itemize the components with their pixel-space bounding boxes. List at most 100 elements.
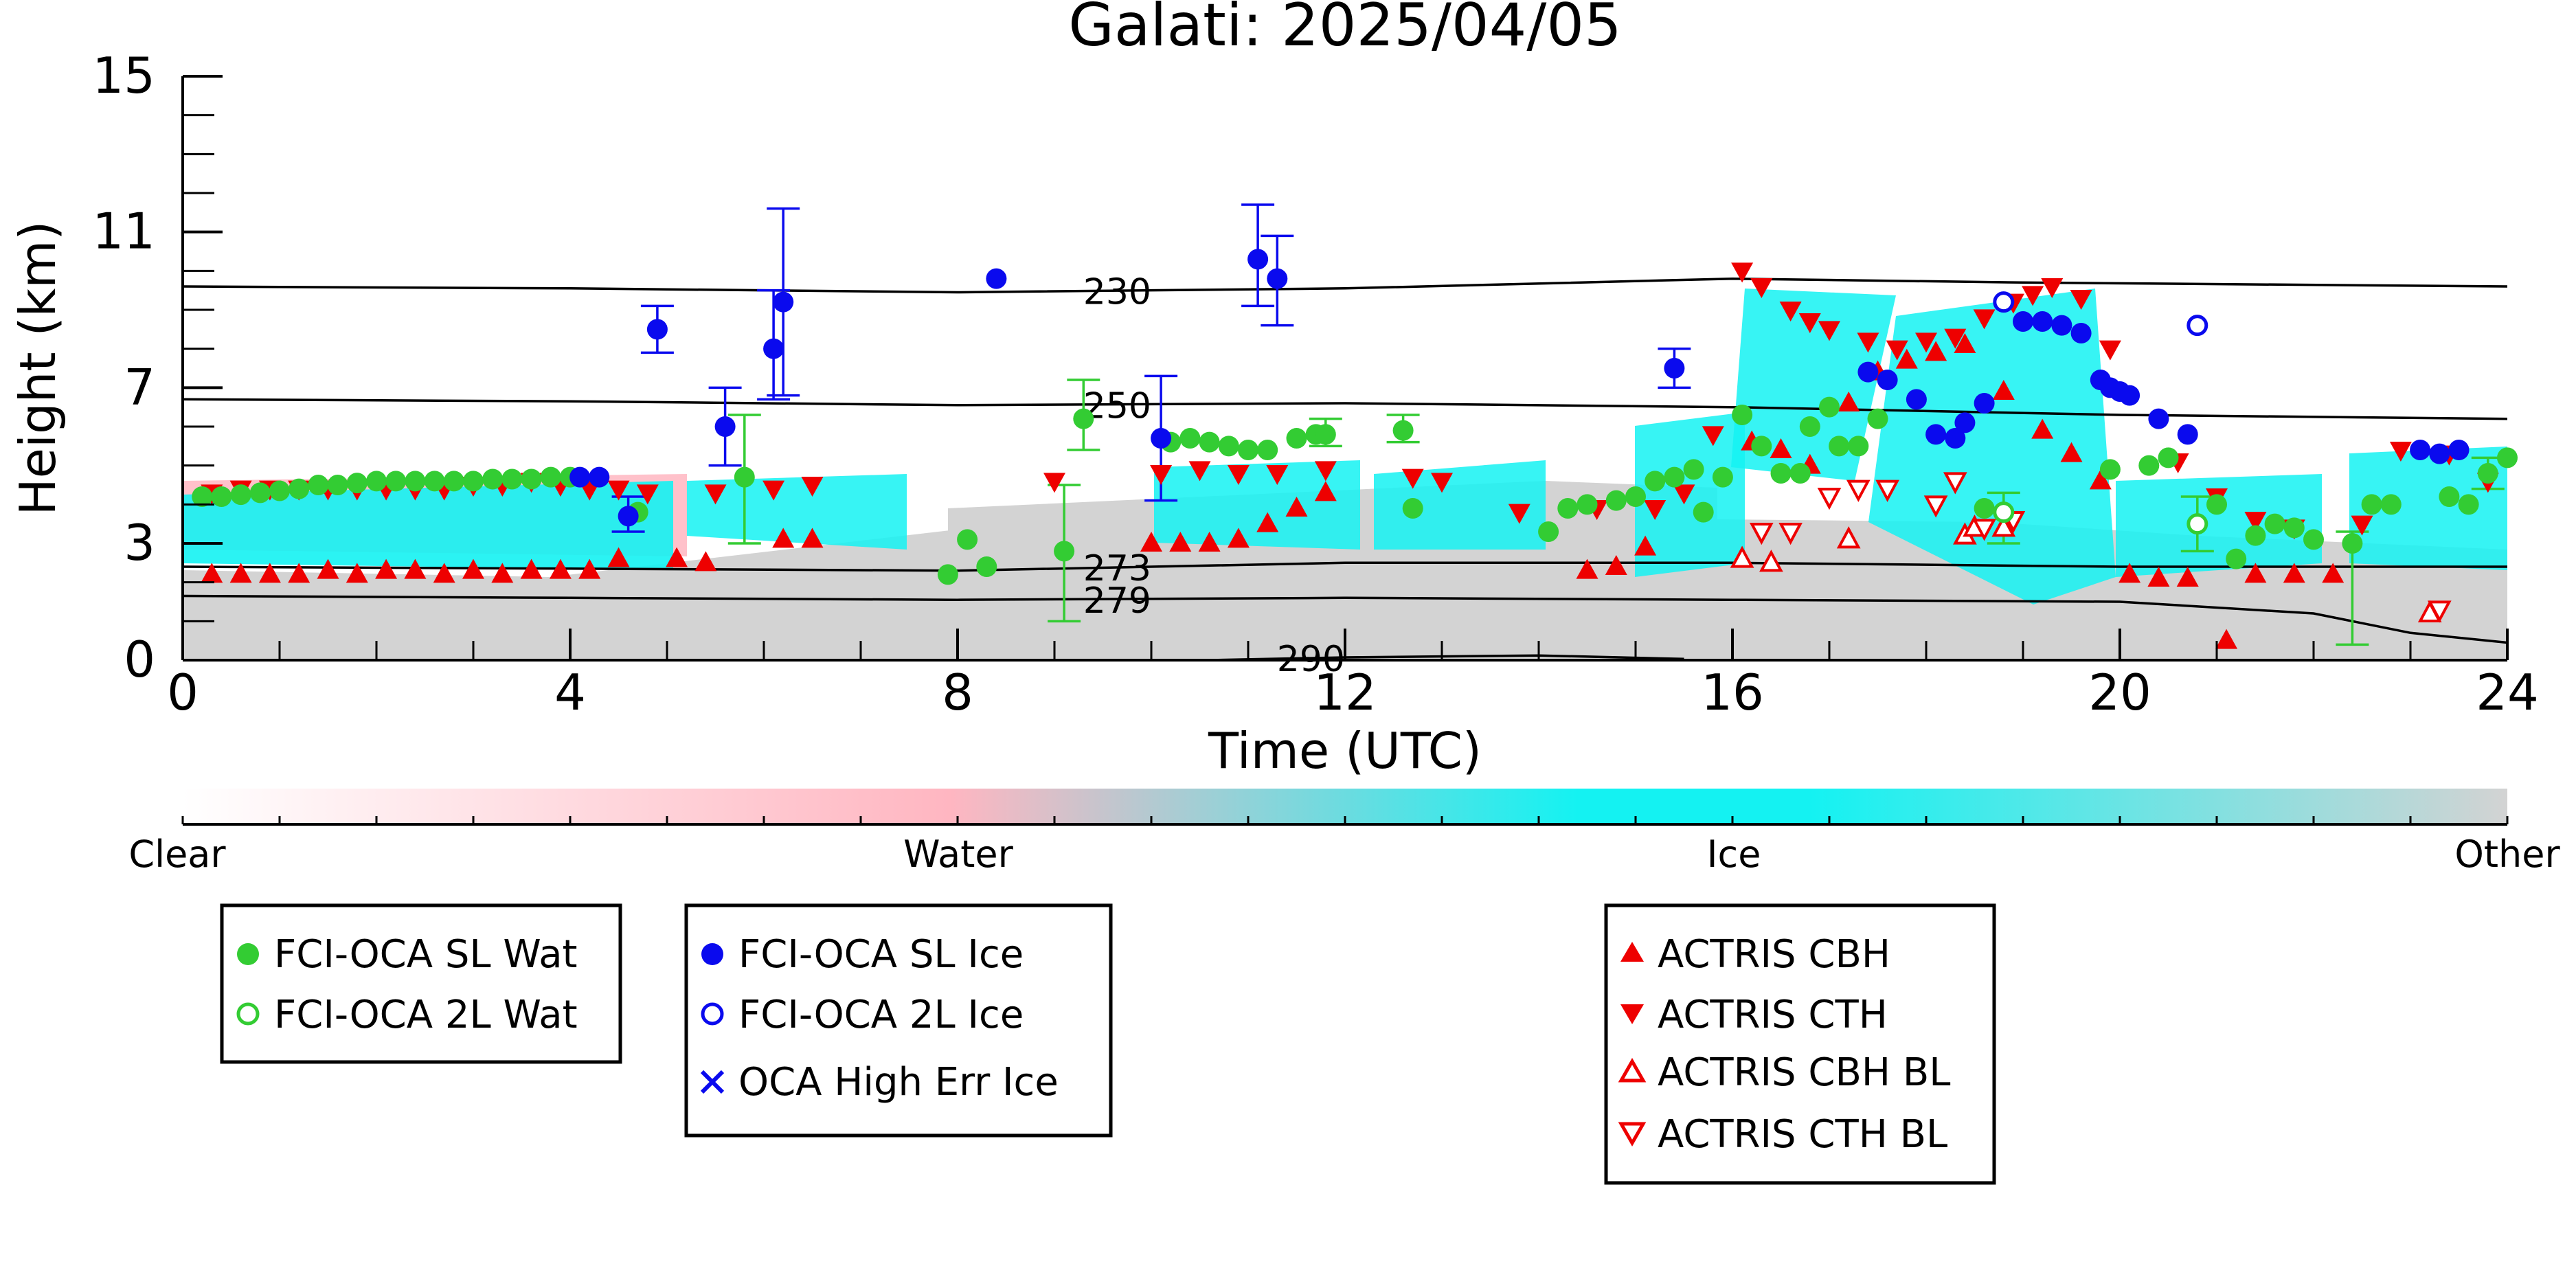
marker-fci-oca-sl-wat xyxy=(1605,490,1627,511)
x-tick-label: 12 xyxy=(1313,664,1377,721)
marker-actris-cbh xyxy=(2244,563,2267,583)
legend-label-2l-ice: FCI-OCA 2L Ice xyxy=(738,993,1024,1037)
marker-actris-cth xyxy=(762,480,785,501)
marker-fci-oca-sl-wat xyxy=(2138,455,2160,476)
colorbar-ticks xyxy=(181,816,2509,824)
marker-actris-cbh xyxy=(1895,348,1918,369)
marker-actris-cth xyxy=(1973,309,1996,330)
marker-fci-oca-sl-wat xyxy=(1218,436,1239,457)
marker-actris-cbh xyxy=(2147,567,2170,587)
marker-fci-oca-sl-wat xyxy=(2226,548,2247,569)
marker-actris-cbh xyxy=(2031,418,2054,439)
marker-actris-cbh xyxy=(1285,497,1308,517)
marker-fci-oca-sl-wat xyxy=(1751,436,1772,457)
marker-actris-cth xyxy=(1798,313,1821,333)
marker-actris-cth xyxy=(801,477,824,497)
marker-fci-oca-sl-ice xyxy=(2070,323,2092,343)
legend-water: FCI-OCA SL Wat FCI-OCA 2L Wat xyxy=(220,903,622,1064)
legend-label-cth: ACTRIS CTH xyxy=(1658,993,1888,1037)
marker-fci-oca-sl-wat xyxy=(308,475,329,495)
colorbar-label-water: Water xyxy=(903,833,1013,876)
marker-fci-oca-sl-wat xyxy=(2099,459,2121,480)
marker-actris-cth xyxy=(1702,426,1724,447)
marker-fci-oca-sl-wat xyxy=(2283,517,2305,539)
legend-marker-cbh-bl xyxy=(1618,1057,1647,1083)
marker-actris-cbh xyxy=(1634,535,1657,556)
marker-fci-oca-sl-wat xyxy=(1238,440,1258,460)
marker-fci-oca-sl-wat xyxy=(1625,486,1646,507)
marker-actris-cbh xyxy=(1770,438,1792,458)
marker-fci-oca-sl-ice xyxy=(1945,428,1966,449)
y-axis-ticks: 0 3 7 11 15 xyxy=(92,47,223,688)
marker-actris-cbh-bl xyxy=(1759,550,1783,572)
marker-fci-oca-sl-wat xyxy=(1819,396,1840,418)
marker-fci-oca-2l-wat xyxy=(1993,501,2015,523)
contour-line-230 xyxy=(183,277,2507,294)
marker-actris-cth xyxy=(2389,442,2412,462)
marker-actris-cth xyxy=(1314,461,1337,482)
marker-fci-oca-sl-ice xyxy=(1925,424,1947,445)
marker-fci-oca-sl-ice xyxy=(2032,311,2053,332)
marker-actris-cbh xyxy=(1140,532,1162,552)
marker-fci-oca-sl-wat xyxy=(734,466,755,488)
legend-marker-sl-wat xyxy=(237,943,259,965)
marker-actris-cbh xyxy=(288,563,310,583)
legend-marker-cth-bl xyxy=(1618,1122,1647,1147)
legend-label-high-err-ice: OCA High Err Ice xyxy=(738,1060,1059,1105)
marker-actris-cbh xyxy=(2089,469,2112,490)
marker-actris-cth xyxy=(1915,332,1937,353)
marker-actris-cth xyxy=(2244,512,2267,532)
marker-actris-cbh-bl xyxy=(1730,545,1754,568)
marker-actris-cbh xyxy=(578,558,601,579)
colorbar-label-ice: Ice xyxy=(1707,833,1761,876)
marker-fci-oca-sl-ice xyxy=(1974,393,1995,414)
marker-fci-oca-sl-wat xyxy=(2206,494,2227,515)
legend-marker-sl-ice xyxy=(701,943,723,965)
legend-marker-cth xyxy=(1620,1004,1644,1024)
marker-fci-oca-sl-ice xyxy=(1954,412,1976,433)
marker-fci-oca-sl-wat xyxy=(1789,463,1811,484)
marker-fci-oca-sl-wat xyxy=(1683,459,1704,480)
x-tick-label: 8 xyxy=(942,664,973,721)
marker-fci-oca-sl-wat xyxy=(540,466,561,488)
colorbar: Clear Water Ice Other xyxy=(128,789,2560,876)
marker-actris-cth xyxy=(1227,465,1250,485)
marker-fci-oca-sl-wat xyxy=(1315,424,1336,445)
marker-fci-oca-sl-wat xyxy=(443,471,464,492)
marker-fci-oca-sl-wat xyxy=(1402,498,1423,519)
marker-fci-oca-sl-ice xyxy=(2051,315,2072,336)
marker-fci-oca-sl-wat xyxy=(957,529,978,550)
marker-fci-oca-2l-ice xyxy=(2187,315,2208,337)
marker-actris-cth xyxy=(1731,262,1754,283)
marker-actris-cbh xyxy=(1314,481,1337,501)
marker-actris-cth xyxy=(607,480,630,501)
marker-actris-cth xyxy=(1188,461,1211,482)
marker-actris-cbh xyxy=(375,558,398,579)
marker-fci-oca-sl-ice xyxy=(2148,408,2169,429)
y-minor-ticks xyxy=(183,114,214,622)
marker-actris-cth xyxy=(2041,278,2064,298)
marker-fci-oca-sl-wat xyxy=(1054,541,1075,562)
marker-fci-oca-sl-wat xyxy=(463,471,484,492)
marker-fci-oca-sl-ice xyxy=(1267,268,1288,289)
legend-marker-cbh xyxy=(1620,942,1644,962)
marker-fci-oca-sl-wat xyxy=(1286,428,1307,449)
y-tick-label: 0 xyxy=(124,631,155,688)
legend-marker-high-err-ice xyxy=(700,1070,725,1094)
contour-label: 273 xyxy=(1083,548,1151,589)
marker-actris-cbh xyxy=(2215,629,2238,649)
x-axis-label: Time (UTC) xyxy=(1208,722,1482,780)
marker-fci-oca-sl-wat xyxy=(2380,494,2402,515)
marker-actris-cth-bl xyxy=(1817,488,1842,510)
x-tick-label: 0 xyxy=(167,664,199,721)
marker-actris-cth xyxy=(1644,500,1667,520)
marker-actris-cth xyxy=(1750,278,1773,298)
marker-actris-cbh xyxy=(549,558,572,579)
marker-actris-cbh xyxy=(772,528,795,548)
legend-marker-2l-wat xyxy=(236,1002,260,1026)
chart-title: Galati: 2025/04/05 xyxy=(1068,0,1622,60)
marker-fci-oca-sl-wat xyxy=(1645,471,1666,492)
marker-fci-oca-sl-wat xyxy=(2342,533,2363,554)
y-tick-label: 15 xyxy=(92,47,155,104)
